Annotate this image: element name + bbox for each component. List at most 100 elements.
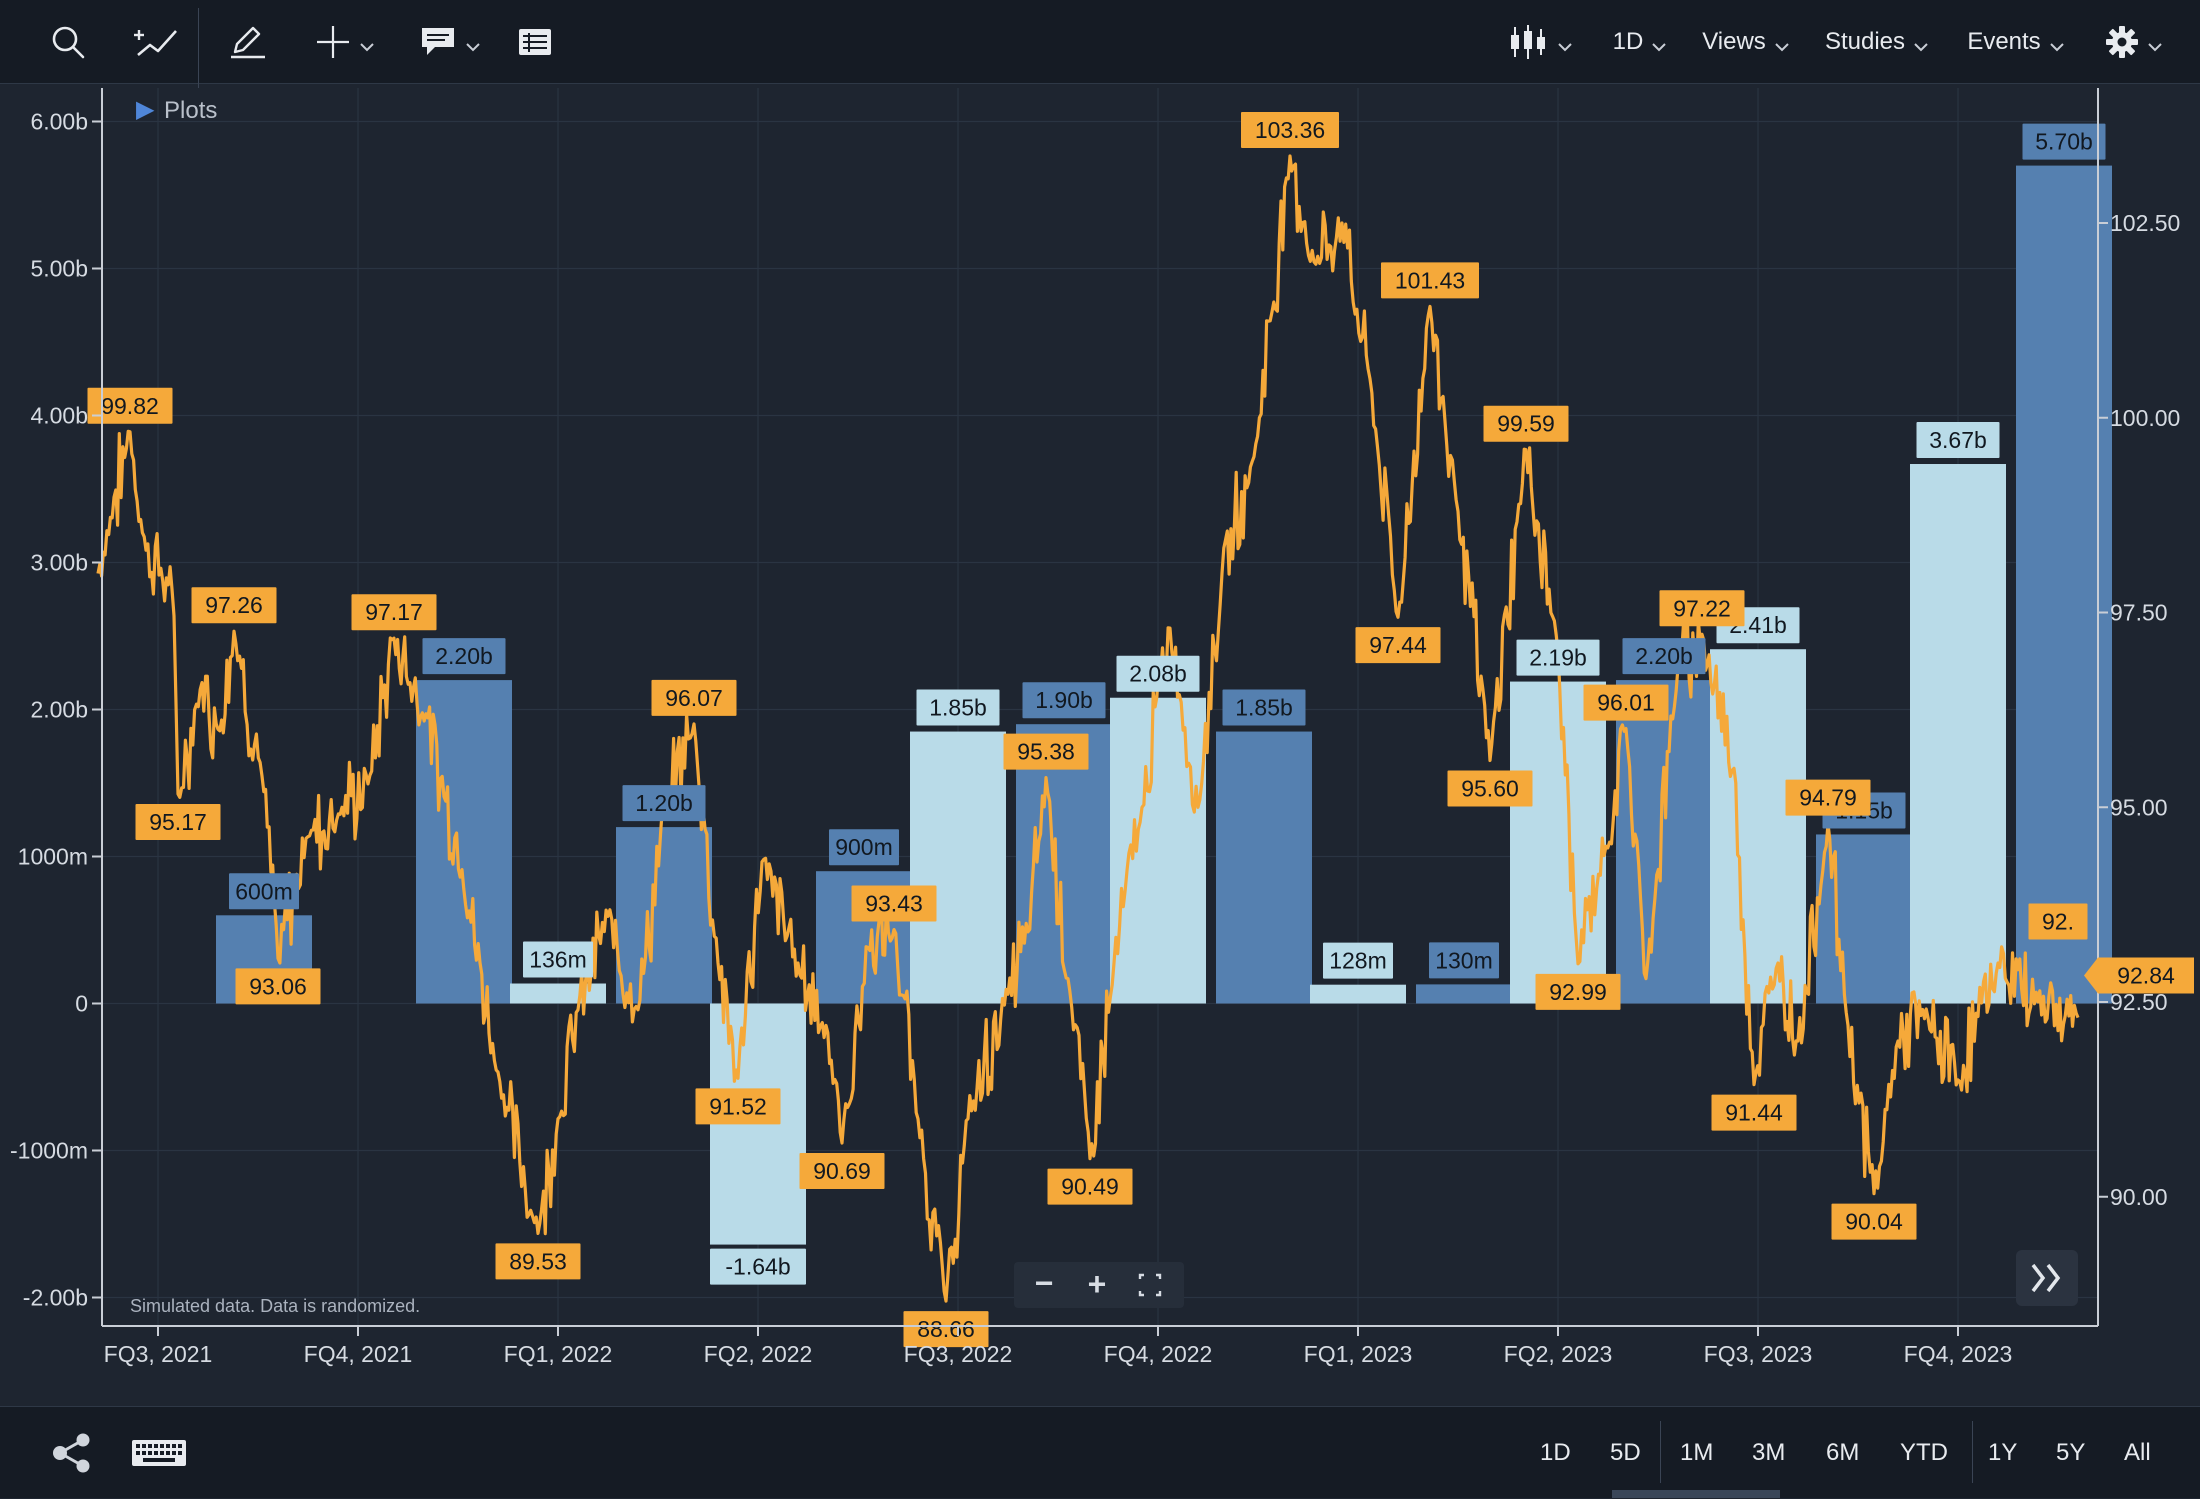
bar-value-label-bg [1222,689,1306,726]
share-button[interactable] [44,1407,100,1499]
range-5y[interactable]: 5Y [2056,1439,2086,1466]
zoom-out-button[interactable]: − [1035,1265,1054,1301]
search-button[interactable] [40,0,96,84]
range-5d[interactable]: 5D [1610,1439,1641,1466]
price-label-bg [1831,1203,1917,1240]
chevron-down-icon [1652,43,1667,52]
price-label-bg [1483,405,1569,442]
bar-value-label-bg [1516,639,1600,676]
price-label: 93.06 [249,973,307,999]
events-dropdown[interactable]: Events [1964,0,2068,84]
bar-value-label-bg [523,941,593,978]
bar-value-label: 2.20b [435,643,493,669]
zoom-controls: − + [1014,1262,1184,1308]
price-label-bg [1381,262,1479,299]
period-dropdown[interactable]: 1D [1608,0,1672,84]
range-1y[interactable]: 1Y [1988,1439,2018,1466]
range-ytd[interactable]: YTD [1900,1439,1948,1466]
studies-dropdown[interactable]: Studies [1822,0,1932,84]
bar-value-label: 2.20b [1635,643,1693,669]
right-tick-label: 100.00 [2110,405,2180,431]
range-1m[interactable]: 1M [1680,1439,1714,1466]
scroll-right-button[interactable] [2016,1250,2078,1306]
bar-value-label-bg [1323,942,1393,979]
left-tick-label: 5.00b [30,256,88,282]
chevron-down-icon [1775,43,1789,52]
crosshair-icon [317,26,349,58]
bar [1310,984,1406,1004]
bar-value-label: 900m [835,834,893,860]
x-tick-label: FQ3, 2023 [1704,1341,1813,1367]
left-tick-label: 0 [75,991,88,1017]
current-price-marker [2084,957,2194,994]
range-all[interactable]: All [2124,1439,2151,1466]
price-label: 94.79 [1799,785,1857,811]
bar-value-label-bg [622,785,706,822]
settings-button[interactable] [2098,0,2170,84]
bar [1216,731,1312,1004]
bar [510,983,606,1004]
price-label-bg [1447,770,1533,807]
candlestick-icon [1511,25,1545,59]
chart-area[interactable]: 600m 2.20b 136m 1.20b -1.64b 900m 1.85b 1.90b 2.… [0,85,2200,1405]
current-price-label: 92.84 [2117,963,2175,989]
bar [616,827,712,1004]
trendline-icon [134,30,177,56]
double-chevron-right-icon [2031,1263,2061,1293]
range-separator [1660,1421,1661,1483]
price-label-bg [1711,1094,1797,1131]
zoom-in-button[interactable]: + [1088,1266,1107,1302]
top-toolbar: 1D Views Studies Events [0,0,2200,88]
draw-trend-button[interactable] [128,0,182,84]
bar-value-label: 3.67b [1929,427,1987,453]
plots-toggle-icon[interactable]: ▶ [136,96,155,123]
price-label: 97.26 [205,592,263,618]
price-volume-chart[interactable]: 600m 2.20b 136m 1.20b -1.64b 900m 1.85b 1.90b 2.… [0,85,2200,1405]
bar [1616,680,1712,1004]
keyboard-icon [132,1440,186,1466]
chevron-down-icon [360,43,374,52]
fullscreen-icon[interactable] [1138,1273,1162,1297]
price-label-bg [1003,733,1089,770]
keyboard-button[interactable] [128,1407,190,1499]
price-label-bg [1241,112,1339,149]
price-label-bg [191,587,277,624]
left-tick-label: -2.00b [23,1285,88,1311]
annotation-button[interactable] [412,0,488,84]
price-label-bg [1785,779,1871,816]
plots-label[interactable]: Plots [164,97,217,124]
price-label-bg [2028,903,2088,940]
price-label: 97.22 [1673,595,1731,621]
chevron-down-icon [1914,43,1928,52]
left-tick-label: 1000m [18,844,88,870]
pencil-button[interactable] [222,0,272,84]
price-label-bg [1355,627,1441,664]
bar [1110,697,1206,1004]
price-label: 91.52 [709,1093,767,1119]
range-3m[interactable]: 3M [1752,1439,1786,1466]
right-tick-label: 97.50 [2110,600,2168,626]
price-label: 97.44 [1369,632,1427,658]
price-label-bg [651,679,737,716]
right-tick-label: 90.00 [2110,1184,2168,1210]
bar [1910,464,2006,1004]
price-label-bg [695,1088,781,1125]
price-label: 99.82 [101,393,159,419]
price-label: 90.69 [813,1158,871,1184]
range-1d[interactable]: 1D [1540,1439,1571,1466]
bar-value-label-bg [2022,123,2106,160]
table-button[interactable] [512,0,558,84]
right-tick-label: 102.50 [2110,210,2180,236]
chart-type-button[interactable] [1500,0,1580,84]
price-line [96,154,2080,1303]
price-label: 97.17 [365,599,423,625]
range-6m[interactable]: 6M [1826,1439,1860,1466]
left-tick-label: 3.00b [30,550,88,576]
chevron-down-icon [2049,43,2064,52]
range-separator [1972,1421,1973,1483]
price-label-bg [351,594,437,631]
bottom-toolbar: 1D 5D 1M 3M 6M YTD 1Y 5Y All [0,1406,2200,1498]
views-dropdown[interactable]: Views [1698,0,1794,84]
chevron-down-icon [2148,43,2162,52]
crosshair-button[interactable] [306,0,384,84]
